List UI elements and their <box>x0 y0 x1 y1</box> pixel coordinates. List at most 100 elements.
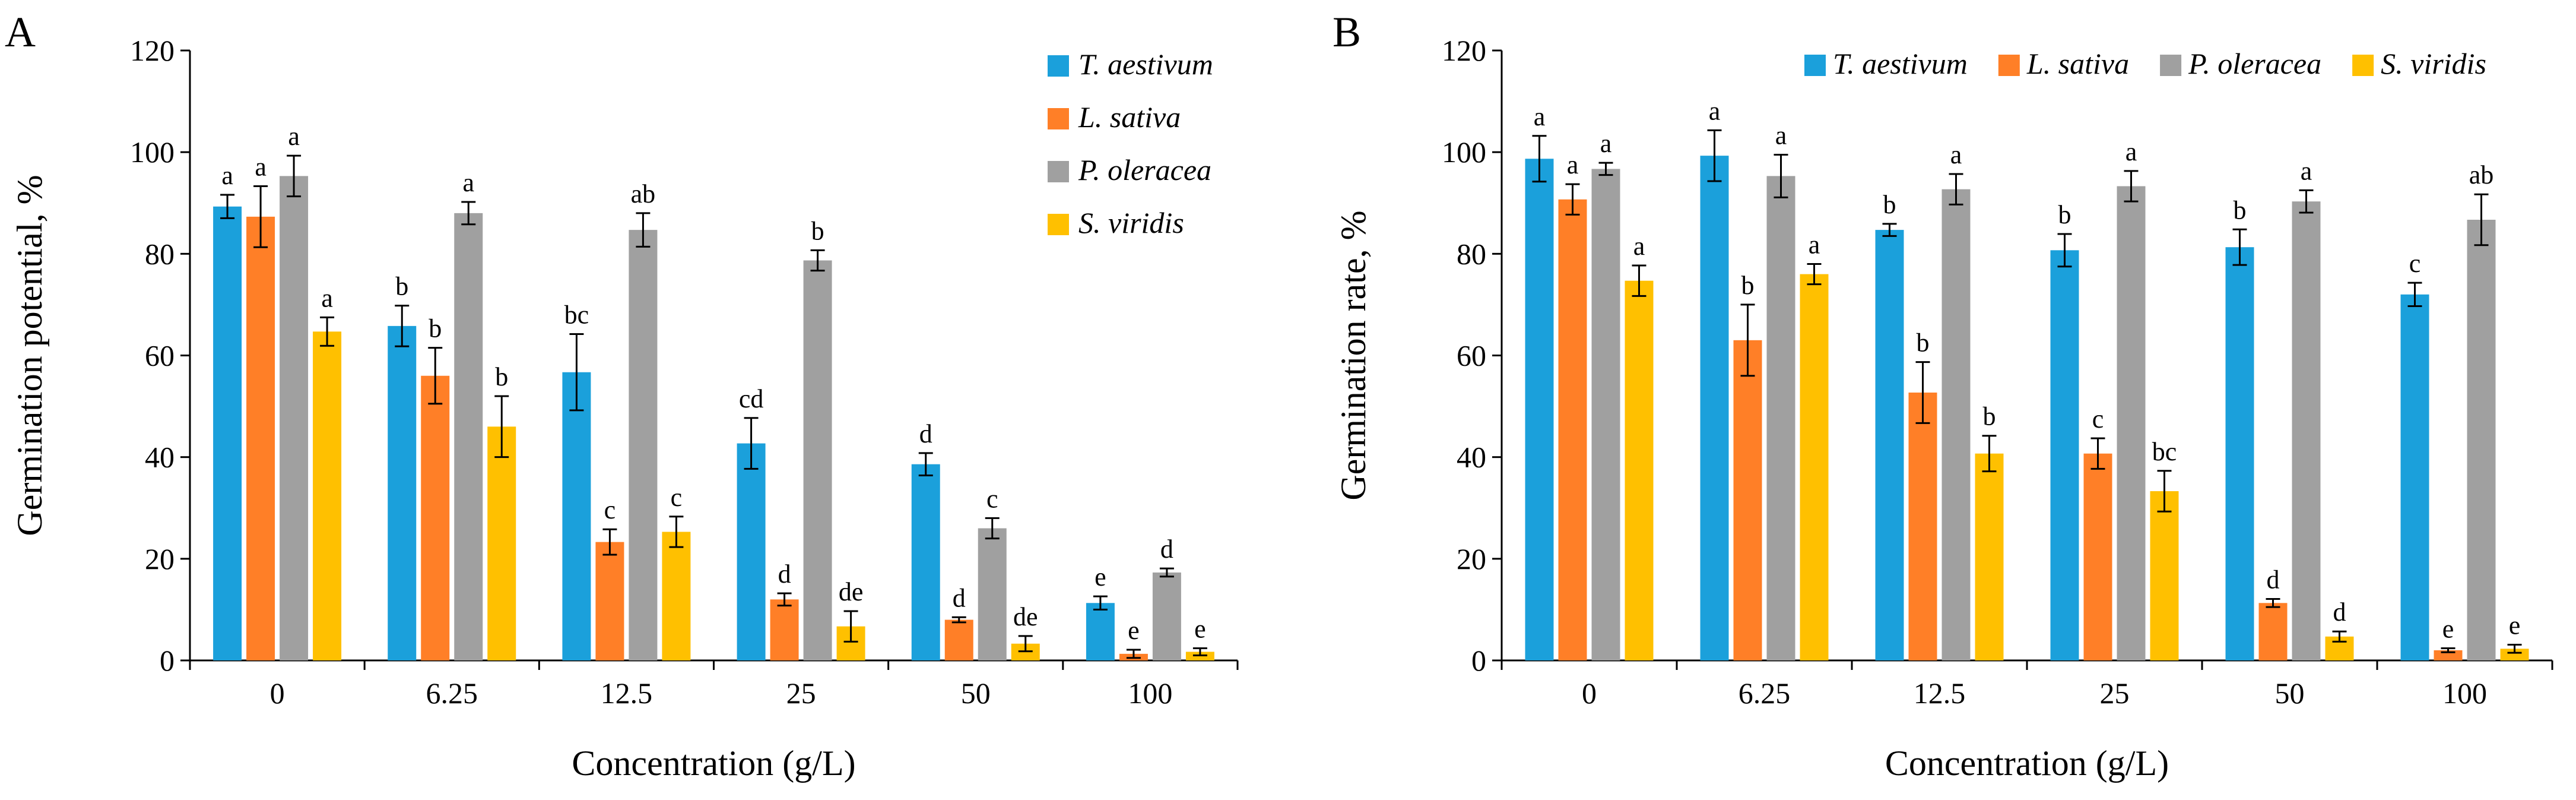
significance-label: de <box>1013 602 1038 631</box>
y-tick-label: 60 <box>1457 339 1486 372</box>
legend-swatch <box>2160 55 2182 76</box>
bar <box>562 372 591 660</box>
bar <box>1875 230 1904 661</box>
legend-swatch <box>1048 108 1069 129</box>
significance-label: c <box>2092 404 2104 434</box>
significance-label: b <box>811 216 824 245</box>
bar <box>1941 189 1971 661</box>
significance-label: de <box>839 577 864 606</box>
legend-entry: T. aestivum <box>1078 48 1213 81</box>
y-axis-title: Germination rate, % <box>1334 210 1373 500</box>
significance-label: a <box>1633 232 1645 261</box>
significance-label: c <box>2409 249 2421 278</box>
significance-label: c <box>986 484 998 513</box>
x-tick-label: 50 <box>2275 676 2305 710</box>
y-tick-label: 100 <box>1442 135 1486 169</box>
panel-label: A <box>5 8 36 56</box>
significance-label: b <box>2058 200 2071 229</box>
bar <box>1800 274 1829 661</box>
significance-label: e <box>1194 614 1206 643</box>
x-tick-label: 0 <box>270 676 285 710</box>
significance-label: c <box>671 483 683 512</box>
significance-label: d <box>919 419 932 448</box>
significance-label: a <box>1809 230 1820 259</box>
significance-label: a <box>255 153 267 182</box>
significance-label: d <box>778 559 791 589</box>
bar <box>487 426 516 660</box>
bar <box>629 230 658 661</box>
x-tick-label: 100 <box>2442 676 2487 710</box>
significance-label: a <box>321 283 333 312</box>
bar <box>770 599 799 660</box>
bar <box>2150 491 2179 660</box>
bar <box>2117 186 2146 660</box>
bar <box>1558 199 1587 660</box>
significance-label: bc <box>2152 437 2177 466</box>
bar <box>313 331 342 660</box>
significance-label: d <box>2267 565 2280 594</box>
x-tick-label: 25 <box>786 676 816 710</box>
bar <box>1525 159 1554 661</box>
significance-label: e <box>1095 562 1106 592</box>
y-tick-label: 120 <box>130 34 175 67</box>
significance-label: a <box>1534 102 1546 131</box>
significance-label: b <box>429 314 442 343</box>
bar <box>911 464 940 660</box>
bar <box>2050 250 2079 660</box>
significance-label: b <box>1917 328 1930 358</box>
bar <box>1086 603 1115 660</box>
bar <box>2467 219 2496 660</box>
legend-swatch <box>1048 161 1069 182</box>
significance-label: a <box>221 161 233 190</box>
x-axis-title: Concentration (g/L) <box>1885 744 2169 783</box>
panel-label: B <box>1333 8 1361 56</box>
bar <box>737 443 766 660</box>
bar <box>2292 201 2321 660</box>
legend-swatch <box>1048 55 1069 77</box>
significance-label: bc <box>564 301 589 330</box>
bar <box>1152 572 1181 660</box>
bar <box>2400 294 2429 660</box>
significance-label: ab <box>631 179 656 208</box>
significance-label: a <box>1950 140 1962 169</box>
significance-label: b <box>395 272 408 301</box>
significance-label: e <box>1128 616 1140 645</box>
legend-entry: L. sativa <box>2026 47 2129 80</box>
bar <box>595 542 624 660</box>
bar <box>1766 176 1795 660</box>
significance-label: b <box>2234 195 2247 224</box>
x-tick-label: 6.25 <box>426 676 478 710</box>
legend-swatch <box>1048 214 1069 235</box>
significance-label: a <box>288 122 300 151</box>
y-tick-label: 0 <box>1471 644 1486 677</box>
y-tick-label: 20 <box>145 542 175 576</box>
legend-entry: P. oleracea <box>1078 153 1211 186</box>
legend-entry: S. viridis <box>1078 206 1184 239</box>
significance-label: d <box>2333 597 2346 627</box>
significance-label: a <box>1567 150 1579 179</box>
significance-label: a <box>462 168 474 197</box>
bar <box>454 213 483 660</box>
y-tick-label: 60 <box>145 339 175 372</box>
x-tick-label: 100 <box>1128 676 1172 710</box>
bar <box>421 375 450 660</box>
x-tick-label: 0 <box>1582 676 1597 710</box>
bar <box>213 206 242 660</box>
bar <box>1625 280 1654 660</box>
bar <box>803 260 832 660</box>
y-tick-label: 120 <box>1442 34 1486 67</box>
bar <box>1591 169 1620 660</box>
legend-entry: P. oleracea <box>2188 47 2321 80</box>
x-tick-label: 50 <box>961 676 991 710</box>
significance-label: d <box>1160 535 1173 564</box>
bar <box>662 532 691 660</box>
significance-label: a <box>2125 137 2137 166</box>
significance-label: e <box>2442 614 2454 643</box>
x-tick-label: 12.5 <box>1914 676 1966 710</box>
bar <box>388 325 417 660</box>
bar <box>2083 453 2112 660</box>
bar <box>2500 649 2529 660</box>
significance-label: c <box>604 495 616 524</box>
